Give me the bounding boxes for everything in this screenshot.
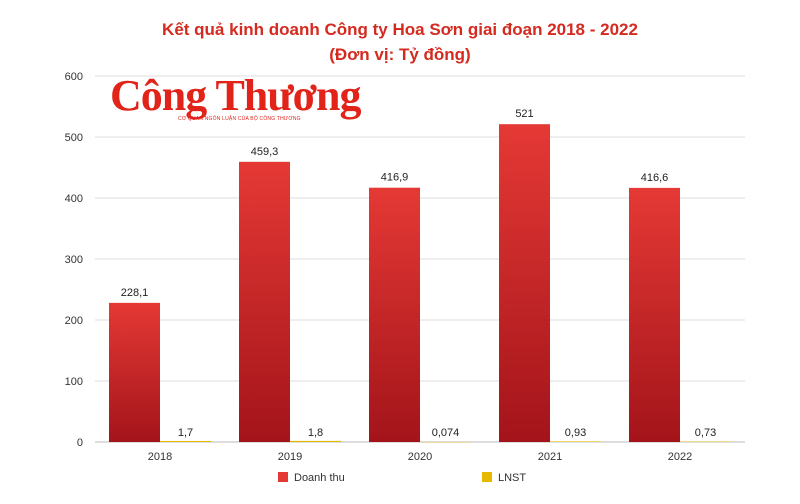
legend-label-profit: LNST <box>498 472 526 484</box>
data-label-profit: 1,7 <box>178 427 193 439</box>
legend-swatch-revenue <box>278 472 288 482</box>
x-tick-label: 2020 <box>408 451 432 463</box>
bar-profit-2021 <box>550 441 601 442</box>
data-label-revenue: 459,3 <box>251 146 279 158</box>
y-tick-label: 300 <box>65 254 83 266</box>
bar-revenue-2021 <box>499 124 550 442</box>
cong-thuong-logo: Công Thương CƠ QUAN NGÔN LUẬN CỦA BỘ CÔN… <box>110 71 362 123</box>
bar-revenue-2020 <box>369 187 420 442</box>
y-tick-label: 0 <box>77 437 83 449</box>
bar-revenue-2019 <box>239 161 290 442</box>
x-tick-label: 2022 <box>668 451 692 463</box>
x-tick-label: 2021 <box>538 451 562 463</box>
y-tick-label: 400 <box>65 193 83 205</box>
data-label-profit: 0,074 <box>432 427 460 439</box>
bar-profit-2018 <box>160 440 211 442</box>
logo-tagline: CƠ QUAN NGÔN LUẬN CỦA BỘ CÔNG THƯƠNG <box>178 116 301 122</box>
y-tick-label: 600 <box>65 71 83 83</box>
data-label-revenue: 228,1 <box>121 287 149 299</box>
legend-label-revenue: Doanh thu <box>294 472 345 484</box>
chart-title: Kết quả kinh doanh Công ty Hoa Sơn giai … <box>162 20 638 39</box>
data-label-revenue: 521 <box>515 108 533 120</box>
data-label-revenue: 416,9 <box>381 172 409 184</box>
data-label-profit: 0,73 <box>695 427 716 439</box>
y-tick-label: 200 <box>65 315 83 327</box>
x-tick-label: 2019 <box>278 451 302 463</box>
bar-revenue-2022 <box>629 187 680 442</box>
y-tick-label: 100 <box>65 376 83 388</box>
data-label-revenue: 416,6 <box>641 172 669 184</box>
bar-profit-2019 <box>290 440 341 442</box>
bar-revenue-2018 <box>109 302 160 442</box>
chart-subtitle: (Đơn vị: Tỷ đồng) <box>329 45 471 64</box>
legend-swatch-profit <box>482 472 492 482</box>
y-tick-label: 500 <box>65 132 83 144</box>
data-label-profit: 1,8 <box>308 427 323 439</box>
data-label-profit: 0,93 <box>565 427 586 439</box>
x-tick-label: 2018 <box>148 451 172 463</box>
logo-wordmark: Công Thương <box>110 71 362 120</box>
